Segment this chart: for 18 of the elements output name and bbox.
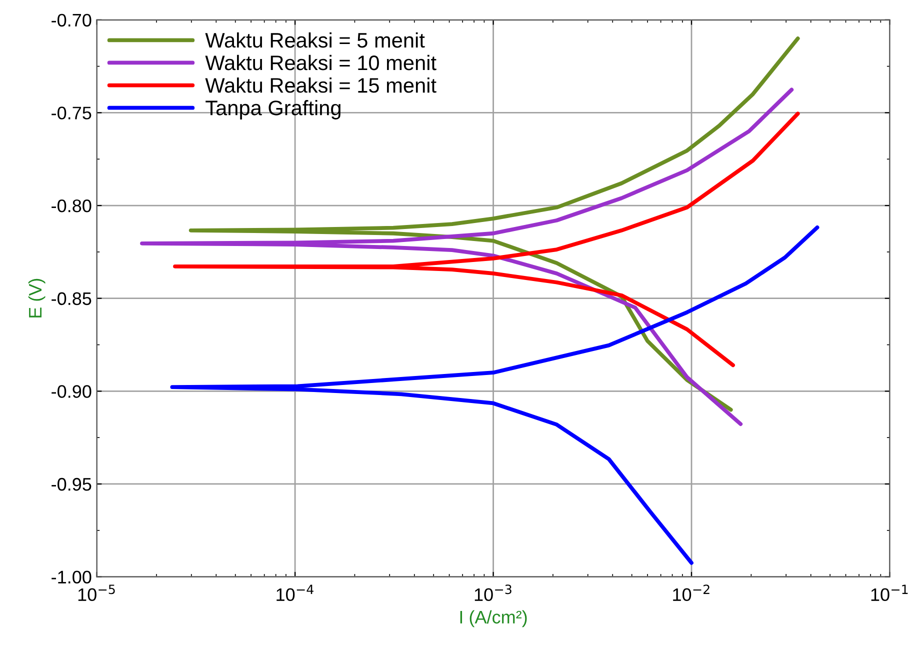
legend-label: Waktu Reaksi = 5 menit [205,32,425,48]
y-tick-label: -1.00 [52,570,92,584]
legend-label: Waktu Reaksi = 10 menit [205,54,436,70]
y-tick-label: -0.95 [52,478,92,491]
y-tick-label: -0.70 [52,14,92,27]
y-tick-label: -0.85 [52,292,92,306]
x-tick-label: 10$^{−4}$ [276,584,314,602]
x-tick-label: 10$^{−5}$ [78,584,115,602]
x-axis-title: I (A/cm²) [460,610,527,628]
y-tick-label: -0.90 [52,385,92,398]
y-tick-label: -0.75 [52,106,92,120]
legend-label: Waktu Reaksi = 15 menit [205,77,436,93]
y-axis-title: E (V) [28,278,46,318]
x-tick-label: 10$^{−1}$ [871,584,908,602]
x-tick-label: 10$^{−2}$ [673,584,710,602]
y-tick-label: -0.80 [52,199,92,212]
x-tick-label: 10$^{−3}$ [474,584,512,602]
legend-label: Tanpa Grafting [206,100,340,120]
